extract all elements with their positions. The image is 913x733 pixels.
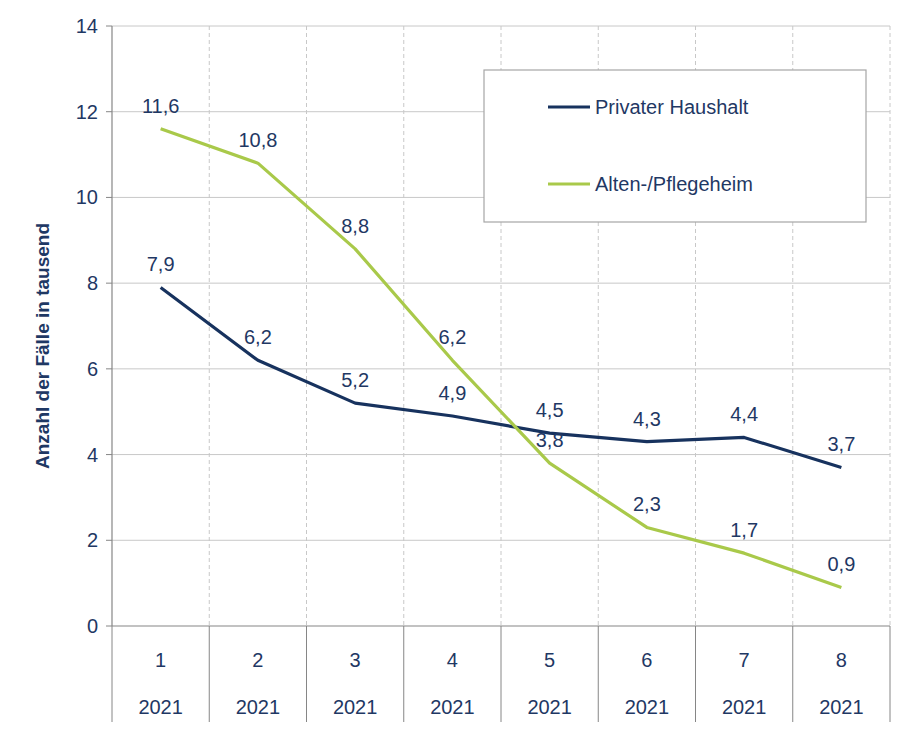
category-label: 2021 (430, 696, 475, 718)
tick-mark (106, 368, 112, 369)
x-axis (112, 625, 890, 626)
tick-label: 4 (87, 444, 98, 466)
data-label: 4,5 (536, 399, 564, 421)
category-label: 2021 (138, 696, 183, 718)
tick-mark (106, 111, 112, 112)
category-label: 2021 (236, 696, 281, 718)
data-label: 2,3 (633, 493, 661, 515)
legend-swatch (548, 182, 590, 185)
chart: 0 2 4 6 8 10 12 14 1 2021 2 2021 3 2021 4 2021 5 2021 6 202… (0, 0, 913, 733)
category-separator (890, 626, 891, 722)
category-label: 4 (447, 649, 458, 671)
category-separator (792, 626, 793, 722)
category-label: 2021 (333, 696, 378, 718)
tick-mark (106, 454, 112, 455)
category-label: 2021 (819, 696, 864, 718)
data-label: 3,7 (827, 433, 855, 455)
category-label: 1 (155, 649, 166, 671)
legend-box (484, 70, 866, 222)
category-label: 3 (350, 649, 361, 671)
data-label: 8,8 (341, 215, 369, 237)
tick-label: 12 (76, 101, 98, 123)
category-separator (112, 626, 113, 722)
grid-line (112, 283, 890, 284)
data-label: 4,4 (730, 403, 758, 425)
data-label: 4,9 (438, 382, 466, 404)
data-label: 5,2 (341, 369, 369, 391)
category-separator (403, 626, 404, 722)
data-label: 11,6 (142, 95, 179, 117)
tick-label: 0 (87, 615, 98, 637)
tick-mark (106, 540, 112, 541)
axis-title: Anzahl der Fälle in tausend (32, 223, 53, 469)
tick-mark (106, 26, 112, 27)
tick-label: 8 (87, 272, 98, 294)
tick-label: 14 (76, 15, 98, 37)
grid-line (890, 26, 891, 626)
tick-mark (106, 197, 112, 198)
legend-label: Privater Haushalt (595, 96, 749, 118)
category-label: 2021 (625, 696, 670, 718)
category-separator (306, 626, 307, 722)
data-label: 1,7 (730, 519, 758, 541)
data-label: 6,2 (438, 326, 466, 348)
category-label: 2 (252, 649, 263, 671)
category-label: 2021 (527, 696, 572, 718)
grid-line (306, 26, 307, 626)
category-separator (209, 626, 210, 722)
category-separator (501, 626, 502, 722)
legend-label: Alten-/Pflegeheim (595, 173, 753, 195)
data-label: 3,8 (536, 429, 564, 451)
tick-label: 10 (76, 186, 98, 208)
legend: Privater Haushalt Alten-/Pflegeheim (484, 70, 866, 222)
category-label: 7 (739, 649, 750, 671)
tick-mark (106, 626, 112, 627)
data-label: 10,8 (238, 129, 277, 151)
category-label: 5 (544, 649, 555, 671)
data-label: 6,2 (244, 326, 272, 348)
category-label: 2021 (722, 696, 767, 718)
y-axis (111, 26, 112, 626)
data-label: 7,9 (147, 253, 175, 275)
legend-swatch (548, 105, 590, 108)
category-separator (695, 626, 696, 722)
category-label: 6 (641, 649, 652, 671)
data-label: 4,3 (633, 408, 661, 430)
tick-mark (106, 283, 112, 284)
category-separator (598, 626, 599, 722)
category-label: 8 (836, 649, 847, 671)
grid-line (403, 26, 404, 626)
tick-label: 2 (87, 529, 98, 551)
tick-label: 6 (87, 358, 98, 380)
line-series (161, 287, 842, 467)
data-label: 0,9 (827, 553, 855, 575)
